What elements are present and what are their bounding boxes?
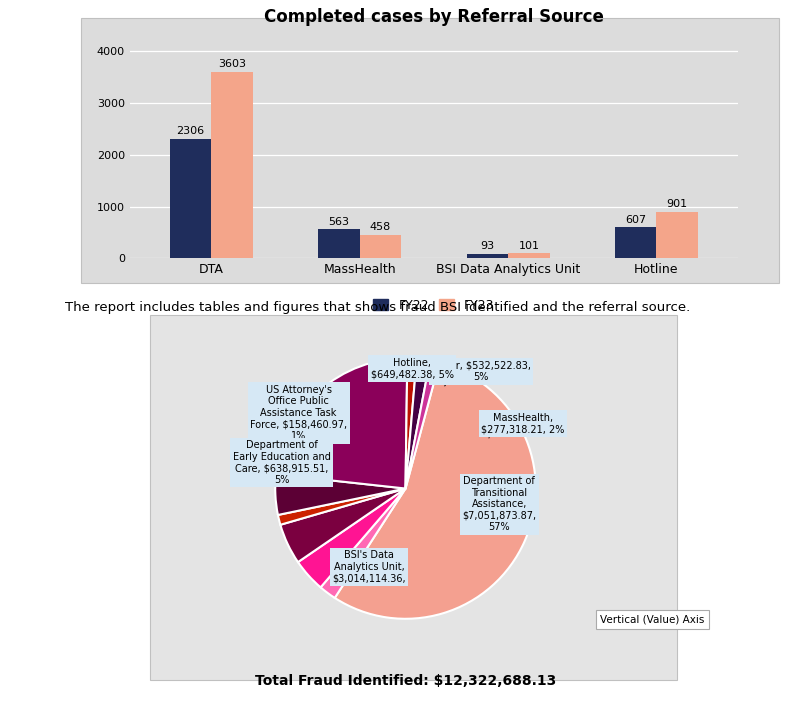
- Wedge shape: [276, 358, 407, 489]
- Wedge shape: [281, 489, 406, 562]
- Text: 607: 607: [625, 215, 646, 224]
- Bar: [615, 227, 656, 258]
- Wedge shape: [320, 489, 406, 598]
- Bar: [466, 253, 508, 258]
- Text: Vertical (Value) Axis: Vertical (Value) Axis: [600, 615, 705, 624]
- Text: BSI's Data
Analytics Unit,
$3,014,114.36,: BSI's Data Analytics Unit, $3,014,114.36…: [333, 550, 406, 583]
- Wedge shape: [406, 359, 430, 489]
- Text: 458: 458: [370, 222, 391, 232]
- Bar: [360, 234, 401, 258]
- Wedge shape: [406, 358, 417, 489]
- Wedge shape: [335, 362, 536, 619]
- Text: 901: 901: [667, 200, 688, 210]
- Bar: [212, 72, 253, 258]
- Bar: [508, 253, 550, 258]
- Wedge shape: [275, 474, 406, 515]
- Legend: FY22, FY23: FY22, FY23: [368, 294, 500, 316]
- Bar: [169, 139, 212, 258]
- Wedge shape: [298, 489, 406, 588]
- Wedge shape: [278, 489, 406, 525]
- Text: Other, $532,522.83,
5%: Other, $532,522.83, 5%: [431, 360, 530, 386]
- Text: 2306: 2306: [177, 127, 204, 137]
- Text: 3603: 3603: [218, 59, 246, 69]
- Text: 93: 93: [480, 241, 495, 251]
- Text: 101: 101: [518, 241, 539, 251]
- Text: Department of
Early Education and
Care, $638,915.51,
5%: Department of Early Education and Care, …: [233, 440, 331, 485]
- Text: 563: 563: [328, 217, 350, 227]
- Text: The report includes tables and figures that shows fraud BSI identified and the r: The report includes tables and figures t…: [65, 302, 690, 314]
- Bar: [318, 229, 360, 258]
- Text: MassHealth,
$277,318.21, 2%: MassHealth, $277,318.21, 2%: [481, 413, 564, 438]
- Wedge shape: [406, 360, 440, 489]
- Title: Completed cases by Referral Source: Completed cases by Referral Source: [264, 8, 604, 25]
- Bar: [656, 212, 698, 258]
- Text: Total Fraud Identified: $12,322,688.13: Total Fraud Identified: $12,322,688.13: [255, 674, 556, 688]
- Text: Hotline,
$649,482.38, 5%: Hotline, $649,482.38, 5%: [371, 358, 453, 379]
- Text: US Attorney's
Office Public
Assistance Task
Force, $158,460.97,
1%: US Attorney's Office Public Assistance T…: [250, 384, 347, 441]
- Text: Department of
Transitional
Assistance,
$7,051,873.87,
57%: Department of Transitional Assistance, $…: [462, 476, 536, 532]
